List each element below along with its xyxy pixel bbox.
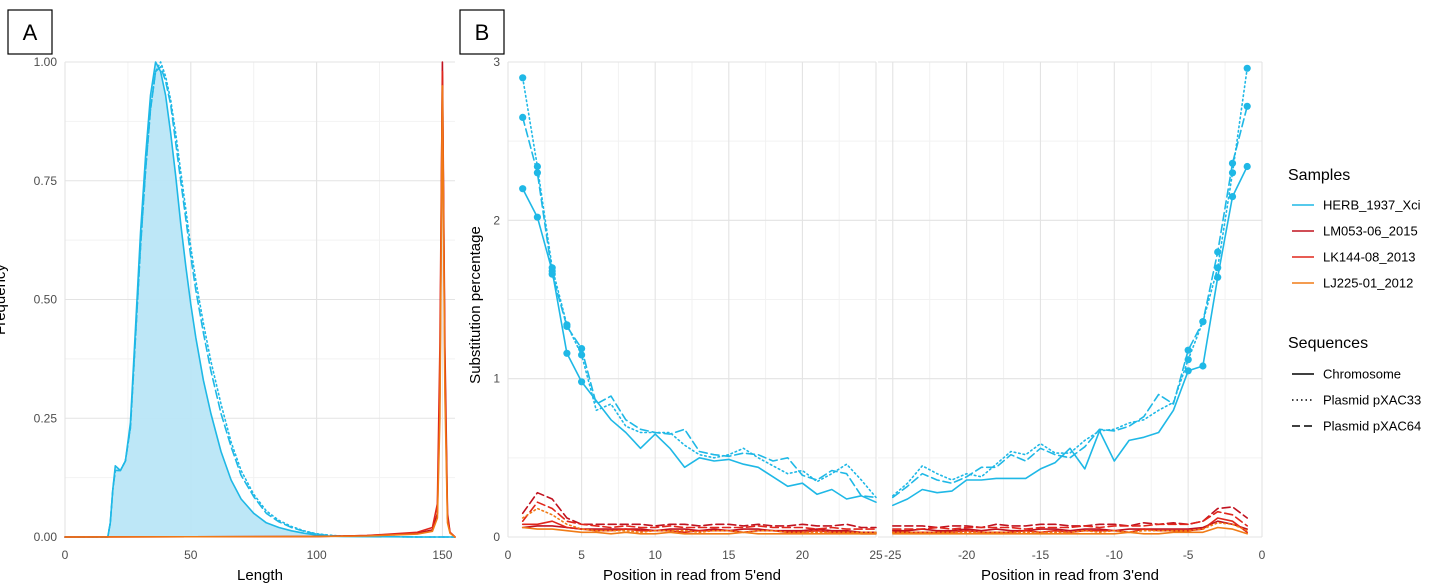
substitution-point	[1214, 264, 1222, 272]
substitution-point	[1228, 193, 1237, 201]
y-tick-label: 0.00	[34, 530, 58, 544]
substitution-point	[1214, 273, 1222, 281]
legend-samples: HERB_1937_Xci LM053-06_2015 LK144-08_2013 L…	[1292, 198, 1421, 291]
x-tick-label: 100	[307, 548, 327, 562]
density-line-lj225-01_2012	[64, 85, 456, 538]
x-tick-label: 0	[62, 548, 69, 562]
legend-label: HERB_1937_Xci	[1323, 198, 1421, 213]
y-axis-label: Frequency	[0, 264, 9, 335]
substitution-line-lm053-06_2015	[891, 506, 1248, 529]
substitution-point	[578, 345, 586, 353]
chart-panel-b-3prime: -25 -20 -15 -10 -5 0 Position in read from 3'e…	[878, 61, 1266, 584]
x-tick-label: -25	[884, 548, 902, 562]
x-tick-label: 10	[649, 548, 663, 562]
x-tick-label: 150	[432, 548, 452, 562]
substitution-point	[1184, 346, 1192, 354]
substitution-line-lm053-06_2015	[521, 491, 877, 529]
panel-b-label: B	[459, 9, 505, 55]
substitution-point	[578, 378, 586, 386]
x-tick-label: 0	[505, 548, 512, 562]
substitution-line-lm053-06_2015	[891, 520, 1248, 532]
x-tick-label: -15	[1032, 548, 1050, 562]
y-tick-label: 3	[493, 55, 500, 69]
substitution-point	[1199, 318, 1207, 326]
substitution-line-herb_1937_xci	[891, 105, 1248, 499]
legend-label: LJ225-01_2012	[1323, 276, 1413, 291]
substitution-line-lj225-01_2012	[521, 507, 877, 534]
x-axis-label: Position in read from 5'end	[603, 567, 781, 584]
legend-label: Chromosome	[1323, 367, 1401, 382]
substitution-point	[519, 74, 527, 82]
substitution-line-herb_1937_xci	[891, 67, 1248, 497]
substitution-point	[1199, 362, 1207, 370]
x-tick-label: -20	[958, 548, 976, 562]
y-tick-label: 1	[493, 372, 500, 386]
substitution-point	[519, 185, 527, 193]
substitution-point	[1184, 367, 1192, 375]
legend-label: LM053-06_2015	[1323, 224, 1418, 239]
substitution-point	[533, 213, 542, 221]
substitution-line-lk144-08_2013	[521, 501, 877, 530]
y-axis-label-b: Substitution percentage	[467, 226, 484, 384]
x-axis-label: Position in read from 3'end	[981, 567, 1159, 584]
panel-a-label: A	[7, 9, 53, 55]
x-tick-label: 5	[578, 548, 585, 562]
legend-label: Plasmid pXAC33	[1323, 393, 1421, 408]
substitution-point	[563, 349, 571, 357]
x-tick-label: 50	[184, 548, 198, 562]
y-tick-label: 0	[493, 530, 500, 544]
substitution-line-lj225-01_2012	[521, 526, 877, 535]
substitution-point	[1228, 159, 1237, 167]
substitution-point	[1243, 64, 1251, 72]
legend-sequences: Chromosome Plasmid pXAC33 Plasmid pXAC64	[1292, 367, 1421, 434]
substitution-point	[1243, 162, 1251, 171]
x-tick-label: 25	[869, 548, 883, 562]
legend-label: LK144-08_2013	[1323, 250, 1416, 265]
chart-panel-b-5prime: 0 5 10 15 20 25 0 1 2 3 Position in read from 5'en…	[493, 55, 883, 584]
substitution-line-lk144-08_2013	[521, 520, 877, 535]
y-tick-label: 0.75	[34, 174, 58, 188]
x-tick-label: 15	[722, 548, 736, 562]
chart-panel-a: 0 50 100 150 0.00 0.25 0.50 0.75 1.00 Length Frequ…	[0, 55, 456, 584]
substitution-point	[519, 113, 527, 121]
substitution-line-herb_1937_xci	[521, 187, 877, 504]
substitution-point	[1214, 248, 1222, 256]
substitution-line-herb_1937_xci	[891, 165, 1248, 507]
substitution-point	[563, 322, 571, 330]
x-axis-label: Length	[237, 567, 283, 584]
legend-label: Plasmid pXAC64	[1323, 419, 1421, 434]
y-tick-label: 0.50	[34, 293, 58, 307]
x-tick-label: 20	[796, 548, 810, 562]
x-tick-label: -10	[1106, 548, 1124, 562]
legend: Samples HERB_1937_Xci LM053-06_2015 LK144-…	[1288, 167, 1421, 434]
substitution-point	[578, 351, 586, 359]
y-tick-label: 0.25	[34, 411, 58, 425]
legend-samples-title: Samples	[1288, 167, 1350, 184]
substitution-point	[548, 270, 556, 278]
x-tick-label: 0	[1259, 548, 1266, 562]
y-tick-label: 1.00	[34, 55, 58, 69]
substitution-line-lj225-01_2012	[891, 521, 1248, 534]
substitution-line-lk144-08_2013	[891, 510, 1248, 530]
substitution-point	[1228, 169, 1237, 177]
legend-sequences-title: Sequences	[1288, 335, 1368, 352]
substitution-line-lj225-01_2012	[891, 526, 1248, 535]
substitution-line-herb_1937_xci	[521, 116, 877, 499]
panel-b-letter: B	[475, 20, 490, 45]
substitution-point	[1243, 102, 1251, 110]
density-line-herb_1937_xci	[64, 66, 456, 538]
substitution-point	[533, 169, 542, 177]
density-fill-herb	[65, 62, 455, 537]
x-tick-label: -5	[1183, 548, 1194, 562]
y-tick-label: 2	[493, 213, 500, 227]
panel-a-letter: A	[23, 20, 38, 45]
